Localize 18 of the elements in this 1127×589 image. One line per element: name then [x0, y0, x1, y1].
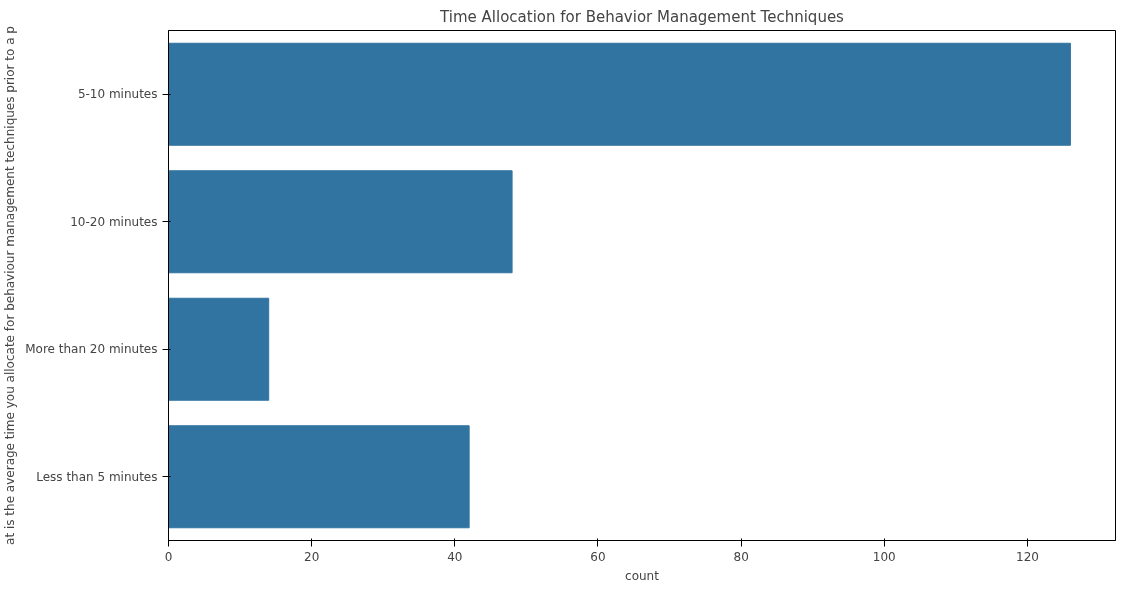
- bar: [168, 170, 513, 274]
- bar: [168, 42, 1071, 146]
- x-tick-label: 20: [304, 549, 320, 564]
- x-tick-label: 80: [733, 549, 749, 564]
- x-tick-label: 0: [164, 549, 173, 564]
- chart-title: Time Allocation for Behavior Management Techniques: [439, 7, 845, 26]
- x-tick-label: 120: [1016, 549, 1039, 564]
- x-tick-label: 40: [447, 549, 463, 564]
- y-tick-label: Less than 5 minutes: [36, 469, 158, 484]
- y-axis-title: at is the average time you allocate for behaviour management techniques prior to a p: [3, 26, 18, 545]
- x-axis-title: count: [625, 568, 660, 583]
- bar: [168, 425, 470, 529]
- x-tick-label: 60: [590, 549, 606, 564]
- bar: [168, 297, 270, 401]
- y-tick-label: More than 20 minutes: [25, 342, 158, 357]
- y-tick-label: 5-10 minutes: [77, 87, 158, 102]
- y-tick-label: 10-20 minutes: [70, 214, 158, 229]
- x-tick-label: 100: [872, 549, 896, 564]
